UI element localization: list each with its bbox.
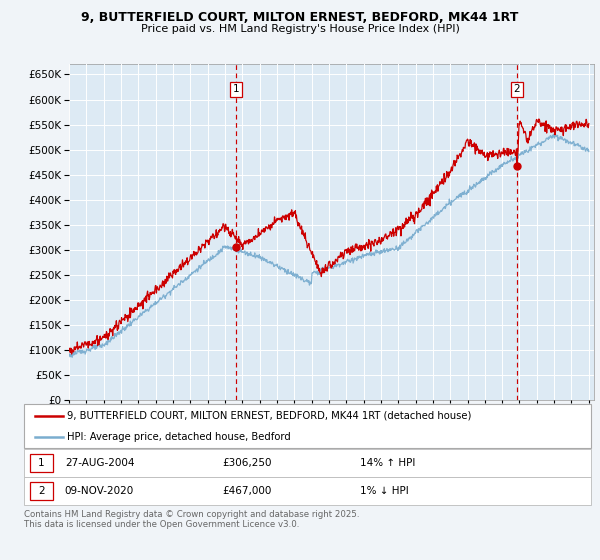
Text: 2: 2: [38, 486, 45, 496]
Text: Price paid vs. HM Land Registry's House Price Index (HPI): Price paid vs. HM Land Registry's House …: [140, 24, 460, 34]
Text: 1: 1: [38, 458, 45, 468]
Text: 1: 1: [233, 85, 239, 95]
Text: 9, BUTTERFIELD COURT, MILTON ERNEST, BEDFORD, MK44 1RT: 9, BUTTERFIELD COURT, MILTON ERNEST, BED…: [82, 11, 518, 24]
Text: 09-NOV-2020: 09-NOV-2020: [65, 486, 134, 496]
Text: 9, BUTTERFIELD COURT, MILTON ERNEST, BEDFORD, MK44 1RT (detached house): 9, BUTTERFIELD COURT, MILTON ERNEST, BED…: [67, 410, 472, 421]
Text: HPI: Average price, detached house, Bedford: HPI: Average price, detached house, Bedf…: [67, 432, 291, 442]
Text: 2: 2: [514, 85, 520, 95]
Text: £306,250: £306,250: [222, 458, 271, 468]
Text: Contains HM Land Registry data © Crown copyright and database right 2025.
This d: Contains HM Land Registry data © Crown c…: [24, 510, 359, 529]
Text: 1% ↓ HPI: 1% ↓ HPI: [360, 486, 409, 496]
Text: 14% ↑ HPI: 14% ↑ HPI: [360, 458, 415, 468]
Text: £467,000: £467,000: [222, 486, 271, 496]
Text: 27-AUG-2004: 27-AUG-2004: [65, 458, 134, 468]
